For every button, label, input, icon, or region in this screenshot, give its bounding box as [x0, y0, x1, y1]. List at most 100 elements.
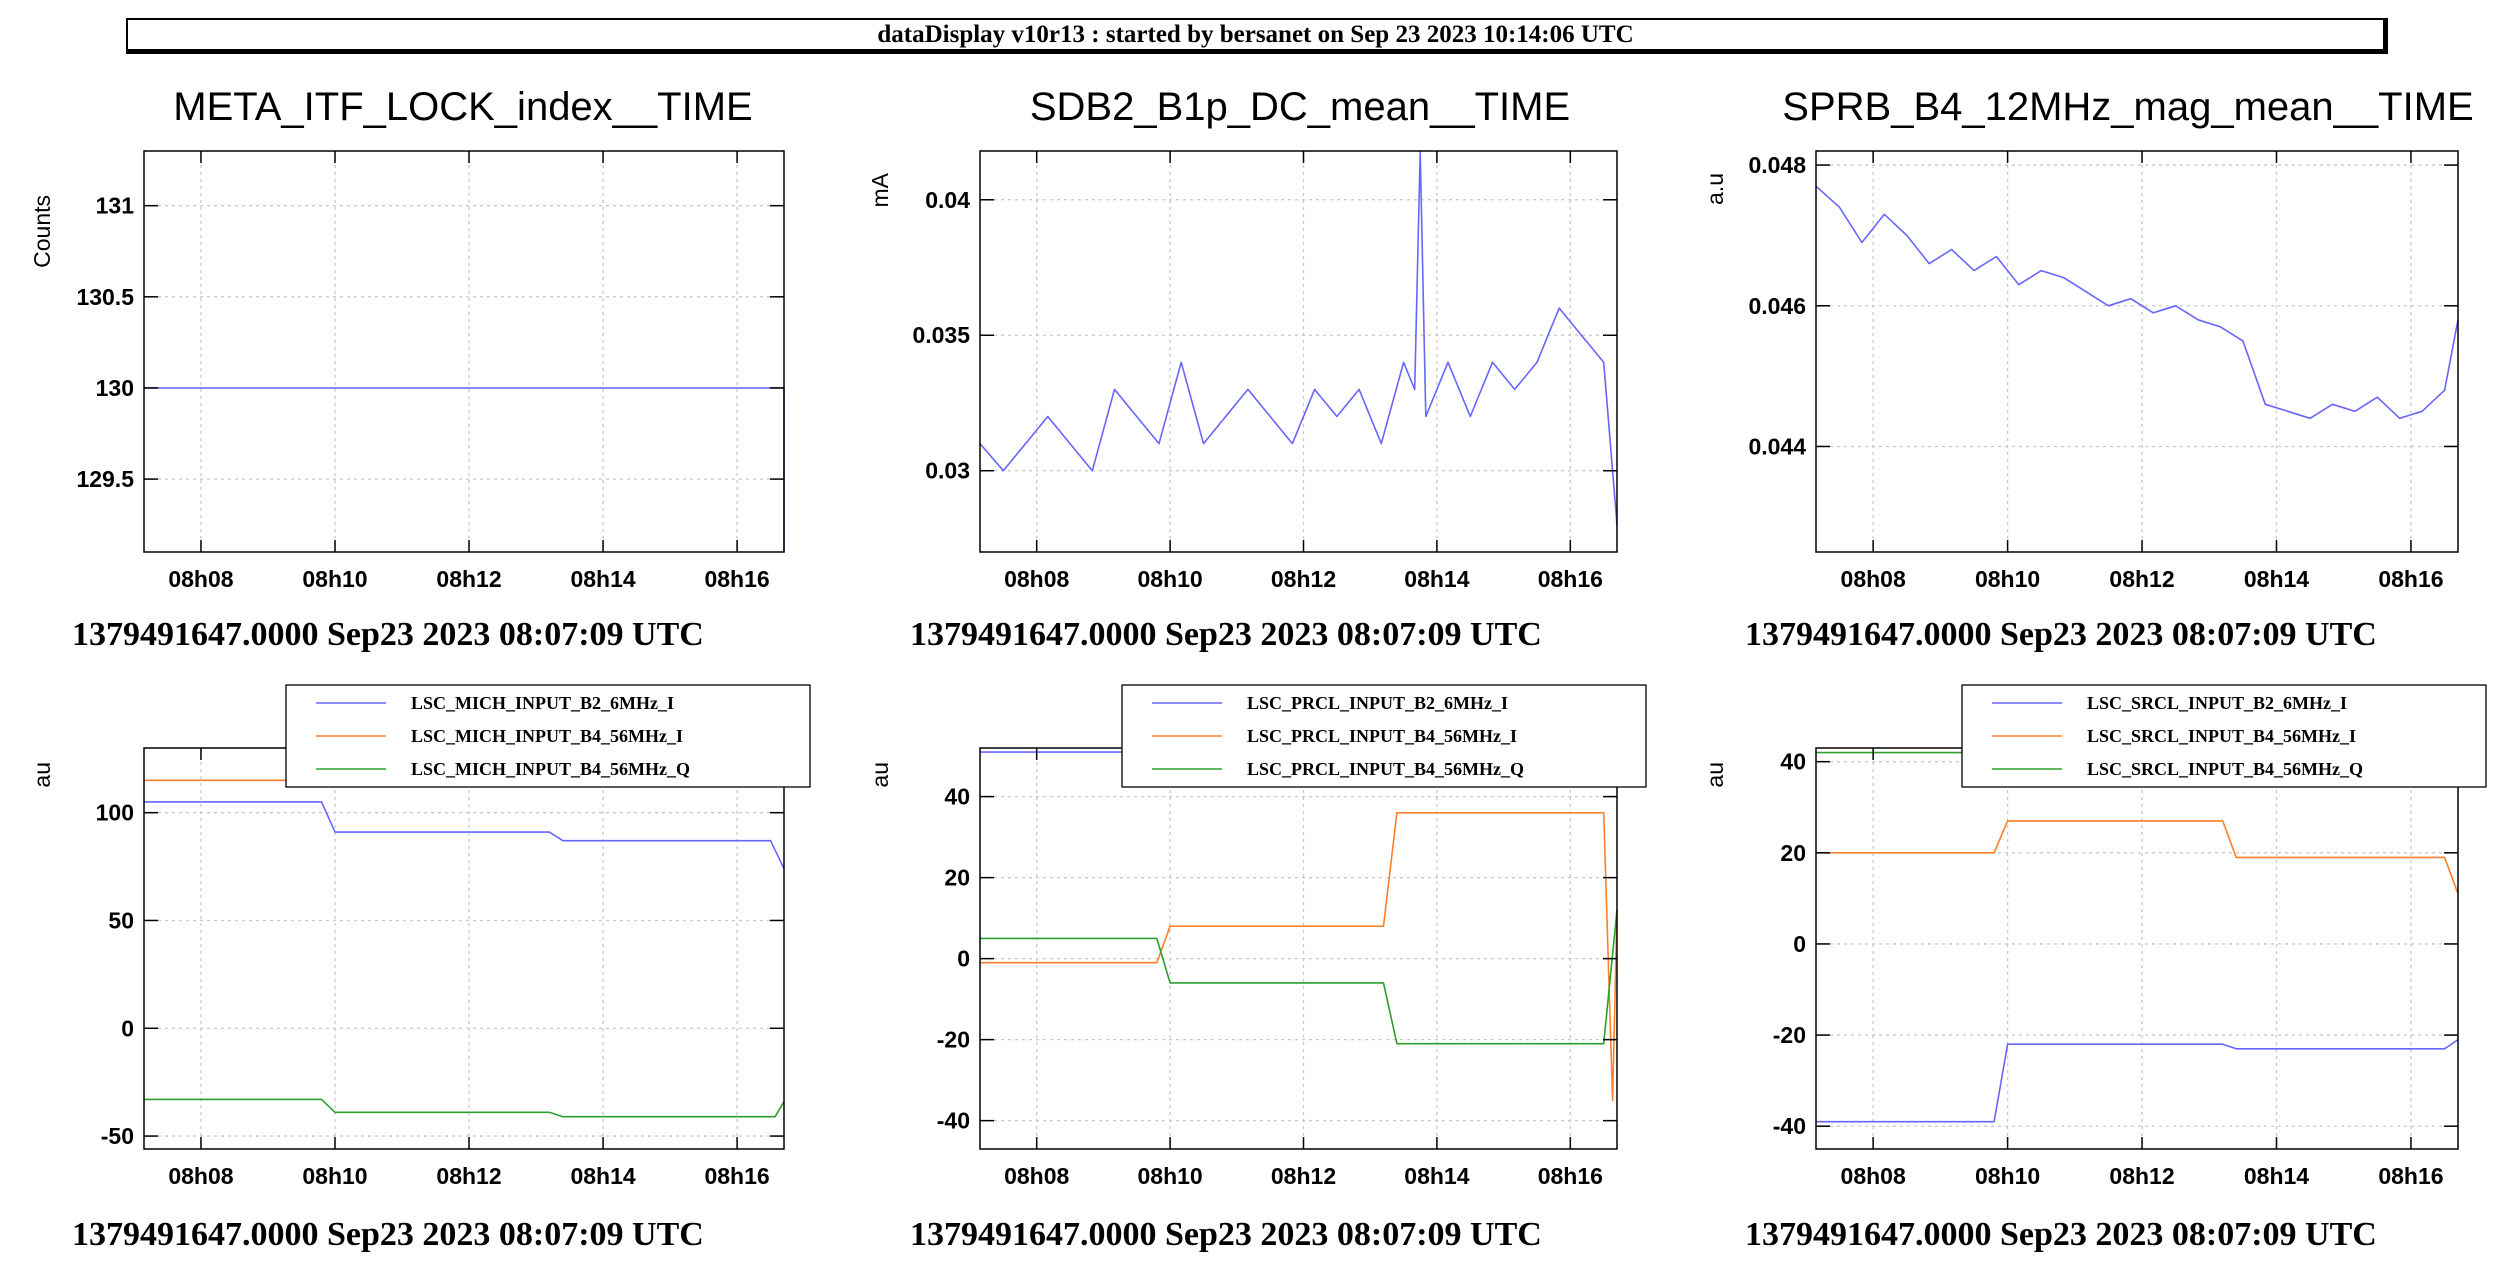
x-tick-label: 08h16	[1538, 566, 1603, 592]
x-tick-label: 08h08	[1841, 1163, 1906, 1189]
display-title-banner: dataDisplay v10r13 : started by bersanet…	[126, 18, 2388, 54]
y-axis-label: au	[29, 762, 55, 788]
legend: LSC_MICH_INPUT_B2_6MHz_I LSC_MICH_INPUT_B…	[285, 684, 811, 788]
y-tick-label: 0.03	[925, 458, 970, 484]
series-line-2	[980, 811, 1618, 1102]
legend: LSC_SRCL_INPUT_B2_6MHz_I LSC_SRCL_INPUT_B…	[1961, 684, 2487, 788]
y-tick-label: 20	[1780, 840, 1806, 866]
x-tick-label: 08h14	[1404, 566, 1469, 592]
x-tick-label: 08h10	[302, 566, 367, 592]
chart-title: SDB2_B1p_DC_mean__TIME	[1030, 85, 1570, 129]
y-tick-label: 0	[957, 946, 970, 972]
chart-panel-2: SDB2_B1p_DC_mean__TIME 08h08 08h10 08h12 08h…	[867, 85, 1618, 653]
x-tick-label: 08h08	[168, 1163, 233, 1189]
y-axis-label: a.u	[1702, 173, 1728, 205]
chart-panel-5: 08h08 08h10 08h12 08h14 08h16 -40 -20 0 20 40 au LS…	[867, 684, 1647, 1253]
legend-label: LSC_MICH_INPUT_B4_56MHz_I	[411, 726, 683, 746]
x-tick-label: 08h14	[2244, 1163, 2309, 1189]
chart-panel-1: META_ITF_LOCK_index__TIME 08h08 08h10 08h12…	[29, 85, 785, 653]
y-tick-label: 0.04	[925, 187, 970, 213]
plot-frame	[143, 150, 785, 553]
series-line-1	[1816, 1038, 2459, 1123]
x-tick-label: 08h12	[2109, 1163, 2174, 1189]
x-tick-label: 08h12	[1271, 566, 1336, 592]
y-tick-label: -40	[1773, 1113, 1806, 1139]
x-tick-label: 08h10	[1975, 566, 2040, 592]
series-line-3	[980, 909, 1618, 1045]
chart-title: META_ITF_LOCK_index__TIME	[173, 85, 752, 129]
y-axis-label: mA	[867, 172, 893, 207]
chart-panel-4: 08h08 08h10 08h12 08h14 08h16 -50 0 50 100 au LSC_…	[29, 684, 811, 1253]
x-tick-label: 08h12	[436, 1163, 501, 1189]
y-tick-label: -20	[1773, 1022, 1806, 1048]
y-tick-label: 129.5	[76, 466, 134, 492]
x-tick-label: 08h16	[1538, 1163, 1603, 1189]
x-tick-label: 08h10	[1137, 566, 1202, 592]
x-tick-label: 08h16	[2378, 566, 2443, 592]
x-tick-label: 08h14	[570, 1163, 635, 1189]
legend: LSC_PRCL_INPUT_B2_6MHz_I LSC_PRCL_INPUT_B…	[1121, 684, 1647, 788]
x-tick-label: 08h14	[570, 566, 635, 592]
x-tick-label: 08h12	[436, 566, 501, 592]
y-tick-label: -20	[937, 1027, 970, 1053]
x-tick-label: 08h08	[1004, 566, 1069, 592]
y-tick-label: 0	[121, 1015, 134, 1041]
y-tick-label: 130.5	[76, 284, 134, 310]
legend-label: LSC_PRCL_INPUT_B2_6MHz_I	[1247, 693, 1508, 713]
chart-panel-6: 08h08 08h10 08h12 08h14 08h16 -40 -20 0 20 40 au LS…	[1702, 684, 2487, 1253]
x-tick-label: 08h12	[2109, 566, 2174, 592]
series-line-1	[144, 387, 785, 552]
display-title: dataDisplay v10r13 : started by bersanet…	[877, 20, 1634, 48]
y-tick-label: -50	[101, 1123, 134, 1149]
x-tick-label: 08h08	[1004, 1163, 1069, 1189]
chart-footer-timestamp: 1379491647.0000 Sep23 2023 08:07:09 UTC	[910, 1216, 1542, 1253]
legend-label: LSC_PRCL_INPUT_B4_56MHz_I	[1247, 726, 1517, 746]
y-tick-label: 50	[108, 907, 134, 933]
series-line-3	[144, 1098, 785, 1118]
y-tick-label: 100	[96, 800, 134, 826]
x-tick-label: 08h16	[2378, 1163, 2443, 1189]
y-tick-label: 40	[1780, 749, 1806, 775]
y-axis-label: Counts	[29, 195, 55, 268]
legend-label: LSC_SRCL_INPUT_B4_56MHz_Q	[2087, 759, 2363, 779]
legend-label: LSC_MICH_INPUT_B2_6MHz_I	[411, 693, 674, 713]
plot-frame	[1815, 747, 2459, 1150]
y-tick-label: 0.044	[1748, 433, 1806, 459]
series-line-1	[979, 150, 1618, 525]
chart-footer-timestamp: 1379491647.0000 Sep23 2023 08:07:09 UTC	[72, 616, 704, 653]
x-tick-label: 08h10	[1975, 1163, 2040, 1189]
x-tick-label: 08h16	[704, 1163, 769, 1189]
chart-footer-timestamp: 1379491647.0000 Sep23 2023 08:07:09 UTC	[1745, 1216, 2377, 1253]
x-tick-label: 08h10	[302, 1163, 367, 1189]
y-tick-label: 130	[96, 375, 134, 401]
plot-frame	[979, 150, 1618, 553]
legend-label: LSC_SRCL_INPUT_B4_56MHz_I	[2087, 726, 2356, 746]
x-tick-label: 08h10	[1137, 1163, 1202, 1189]
chart-panel-3: SPRB_B4_12MHz_mag_mean__TIME 08h08 08h10 08…	[1702, 85, 2474, 653]
legend-label: LSC_MICH_INPUT_B4_56MHz_Q	[411, 759, 690, 779]
chart-title: SPRB_B4_12MHz_mag_mean__TIME	[1782, 85, 2473, 129]
y-tick-label: 20	[944, 865, 970, 891]
x-tick-label: 08h08	[168, 566, 233, 592]
y-tick-label: -40	[937, 1108, 970, 1134]
chart-footer-timestamp: 1379491647.0000 Sep23 2023 08:07:09 UTC	[72, 1216, 704, 1253]
plot-frame	[979, 747, 1618, 1150]
y-axis-label: au	[1702, 762, 1728, 788]
legend-label: LSC_PRCL_INPUT_B4_56MHz_Q	[1247, 759, 1524, 779]
y-tick-label: 0.035	[912, 322, 970, 348]
plot-frame	[1815, 150, 2459, 553]
series-line-1	[144, 801, 785, 870]
series-line-2	[1816, 820, 2459, 895]
x-tick-label: 08h08	[1841, 566, 1906, 592]
x-tick-label: 08h14	[2244, 566, 2309, 592]
x-tick-label: 08h14	[1404, 1163, 1469, 1189]
y-tick-label: 0	[1793, 931, 1806, 957]
series-line-1	[1815, 185, 2459, 420]
y-axis-label: au	[867, 762, 893, 788]
y-tick-label: 131	[96, 193, 135, 219]
y-tick-label: 0.046	[1748, 293, 1806, 319]
chart-footer-timestamp: 1379491647.0000 Sep23 2023 08:07:09 UTC	[910, 616, 1542, 653]
legend-label: LSC_SRCL_INPUT_B2_6MHz_I	[2087, 693, 2347, 713]
x-tick-label: 08h16	[704, 566, 769, 592]
